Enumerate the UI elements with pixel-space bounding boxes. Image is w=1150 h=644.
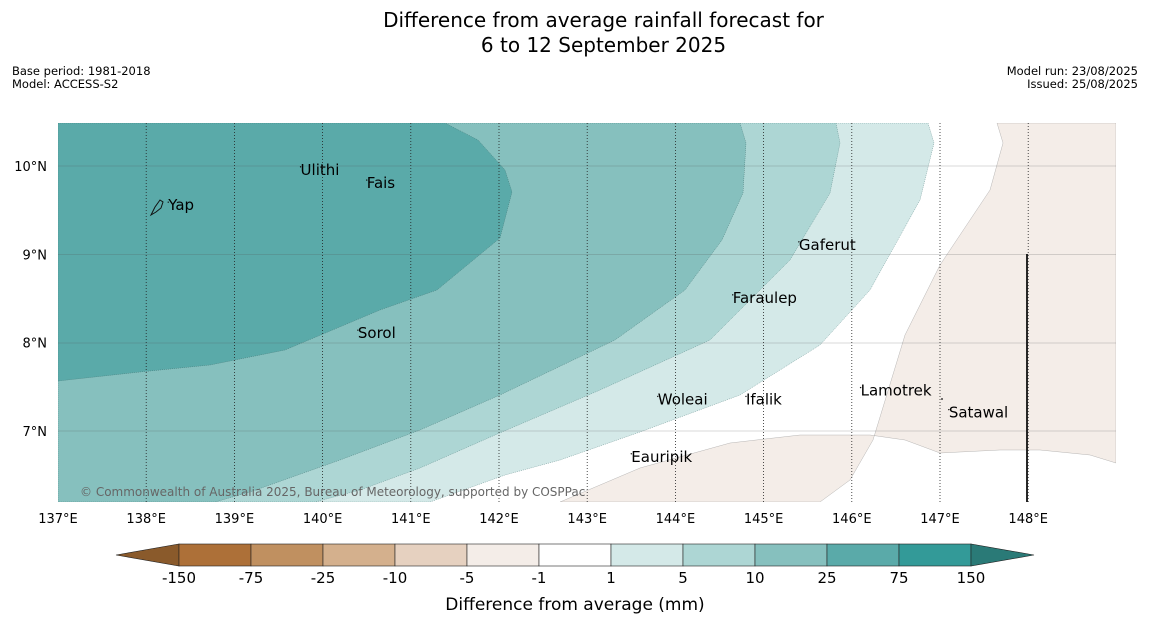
- place-label: Sorol: [358, 324, 396, 342]
- colorbar-tick-label: 150: [957, 569, 986, 587]
- place-marker: [167, 201, 169, 203]
- longitude-tick-label: 141°E: [391, 512, 431, 527]
- place-label: Lamotrek: [861, 382, 932, 400]
- colorbar-tick-label: -10: [383, 569, 408, 587]
- colorbar-tick-label: -1: [532, 569, 547, 587]
- colorbar-tick-label: -75: [239, 569, 264, 587]
- place-label: Ulithi: [301, 161, 340, 179]
- colorbar-segment: [538, 543, 612, 567]
- rain-zone-below-average: [559, 123, 1116, 502]
- colorbar-segment: [898, 543, 972, 567]
- latitude-tick-label: 7°N: [23, 425, 48, 440]
- colorbar-tick-label: -25: [311, 569, 336, 587]
- colorbar-segment: [682, 543, 756, 567]
- longitude-tick-label: 146°E: [832, 512, 872, 527]
- place-marker: [732, 294, 734, 296]
- model-name: Model: ACCESS-S2: [12, 77, 119, 91]
- colorbar-over-triangle: [970, 543, 1035, 567]
- run-info: Model run: 23/08/2025 Issued: 25/08/2025: [1007, 65, 1138, 91]
- latitude-tick-labels: 10°N 9°N 8°N 7°N: [14, 160, 47, 440]
- model-run: Model run: 23/08/2025: [1006, 64, 1138, 78]
- place-marker: [798, 241, 800, 243]
- longitude-tick-label: 143°E: [567, 512, 607, 527]
- map-title: Difference from average rainfall forecas…: [0, 8, 1150, 58]
- longitude-tick-label: 144°E: [656, 512, 696, 527]
- base-period: Base period: 1981-2018: [12, 64, 151, 78]
- map-area: Ulithi Fais Yap Gaferut Faraulep Sorol Lamotre…: [58, 123, 1116, 502]
- place-marker: [745, 395, 747, 398]
- colorbar-segment: [826, 543, 900, 567]
- longitude-tick-label: 140°E: [303, 512, 343, 527]
- longitude-tick-label: 139°E: [215, 512, 255, 527]
- copyright-notice: © Commonwealth of Australia 2025, Bureau…: [80, 485, 585, 499]
- longitude-tick-label: 138°E: [126, 512, 166, 527]
- latitude-tick-label: 10°N: [14, 160, 47, 175]
- longitude-tick-label: 142°E: [479, 512, 519, 527]
- place-label: Yap: [167, 196, 194, 214]
- colorbar-segment: [178, 543, 252, 567]
- place-labels: Ulithi Fais Yap Gaferut Faraulep Sorol Lamotre…: [167, 161, 1008, 466]
- title-line-1: Difference from average rainfall forecas…: [383, 8, 824, 32]
- title-line-2: 6 to 12 September 2025: [480, 33, 727, 57]
- place-marker: [357, 329, 359, 331]
- issued-date: Issued: 25/08/2025: [1027, 77, 1138, 91]
- colorbar-tick-label: 1: [606, 569, 616, 587]
- place-marker: [299, 166, 302, 168]
- colorbar-tick-label: -5: [460, 569, 475, 587]
- colorbar-tick-label: -150: [162, 569, 196, 587]
- colorbar-under-triangle: [115, 543, 180, 567]
- model-info: Base period: 1981-2018 Model: ACCESS-S2: [12, 65, 151, 91]
- satawal-islet: [941, 398, 943, 400]
- longitude-gridlines: [145, 123, 1029, 502]
- colorbar-segment: [754, 543, 828, 567]
- longitude-tick-label: 145°E: [744, 512, 784, 527]
- longitude-tick-label: 148°E: [1008, 512, 1048, 527]
- colorbar: -150 -75 -25 -10 -5 -1 1 5 10 25 75 150: [115, 543, 1035, 587]
- place-marker: [948, 408, 950, 411]
- place-marker: [630, 453, 632, 455]
- place-label: Satawal: [949, 404, 1008, 422]
- rain-zone-25-75mm: [58, 123, 513, 382]
- colorbar-tick-label: 75: [889, 569, 908, 587]
- place-marker: [657, 395, 659, 398]
- colorbar-label: Difference from average (mm): [445, 595, 704, 615]
- longitude-tick-label: 147°E: [920, 512, 960, 527]
- colorbar-segment: [322, 543, 396, 567]
- colorbar-segment: [466, 543, 540, 567]
- latitude-tick-label: 8°N: [23, 337, 48, 352]
- place-marker: [366, 179, 368, 181]
- colorbar-segment: [250, 543, 324, 567]
- place-marker: [859, 386, 862, 389]
- colorbar-tick-label: 10: [745, 569, 764, 587]
- place-label: Eauripik: [631, 448, 692, 466]
- place-label: Faraulep: [733, 289, 797, 307]
- place-label: Fais: [367, 174, 396, 192]
- colorbar-segment: [610, 543, 684, 567]
- colorbar-tick-label: 25: [817, 569, 836, 587]
- place-label: Ifalik: [746, 390, 782, 408]
- colorbar-segment: [394, 543, 468, 567]
- colorbar-tick-label: 5: [678, 569, 688, 587]
- yap-island-outline: [149, 199, 164, 217]
- longitude-tick-labels: 137°E 138°E 139°E 140°E 141°E 142°E 143°E 144°E…: [38, 512, 1048, 527]
- latitude-tick-label: 9°N: [23, 248, 48, 263]
- place-label: Woleai: [658, 390, 708, 408]
- place-label: Gaferut: [799, 236, 856, 254]
- longitude-tick-label: 137°E: [38, 512, 78, 527]
